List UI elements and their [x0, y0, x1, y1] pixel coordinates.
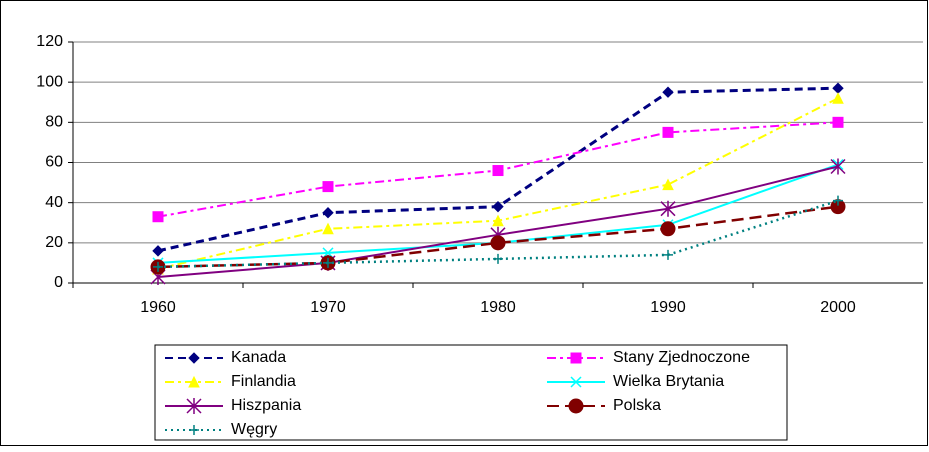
legend-label: Polska — [613, 397, 661, 414]
x-tick-label: 1990 — [650, 299, 686, 316]
marker — [493, 253, 503, 264]
marker — [662, 178, 674, 191]
legend-label: Stany Zjednoczone — [613, 349, 750, 366]
x-tick-label: 2000 — [820, 299, 856, 316]
y-tick-label: 60 — [45, 154, 63, 171]
marker — [492, 214, 504, 227]
legend: Kanada Stany Zjednoczone Finlandia Wielka B… — [154, 344, 788, 441]
marker — [833, 195, 843, 206]
marker — [663, 249, 673, 260]
marker — [660, 221, 676, 237]
marker — [568, 398, 584, 414]
marker — [189, 425, 199, 435]
legend-label: Węgry — [231, 421, 277, 438]
y-tick-label: 0 — [54, 274, 63, 291]
marker — [492, 200, 504, 213]
marker — [188, 352, 200, 364]
marker — [152, 211, 164, 223]
legend-box — [154, 344, 788, 441]
y-tick-label: 20 — [45, 234, 63, 251]
legend-label: Kanada — [231, 349, 286, 366]
marker — [570, 376, 582, 388]
marker — [490, 235, 506, 251]
marker — [153, 261, 163, 272]
marker — [662, 126, 674, 138]
marker — [186, 398, 202, 414]
marker — [570, 352, 582, 364]
marker — [188, 375, 200, 388]
legend-label: Finlandia — [231, 373, 296, 390]
marker — [322, 207, 334, 219]
marker — [322, 181, 334, 193]
legend-label: Hiszpania — [231, 397, 301, 414]
y-tick-label: 120 — [36, 33, 63, 50]
marker — [660, 200, 676, 217]
marker — [830, 158, 846, 175]
y-tick-label: 40 — [45, 194, 63, 211]
x-tick-label: 1960 — [140, 299, 176, 316]
marker — [323, 257, 333, 268]
marker — [322, 222, 334, 235]
line — [157, 205, 839, 269]
legend-label: Wielka Brytania — [613, 373, 724, 390]
x-tick-label: 1970 — [310, 299, 346, 316]
y-tick-label: 100 — [36, 73, 63, 90]
marker — [492, 165, 504, 177]
y-tick-label: 80 — [45, 114, 63, 131]
x-tick-label: 1980 — [480, 299, 516, 316]
marker — [832, 116, 844, 128]
marker — [832, 92, 844, 104]
marker — [152, 245, 164, 257]
marker — [662, 86, 674, 98]
